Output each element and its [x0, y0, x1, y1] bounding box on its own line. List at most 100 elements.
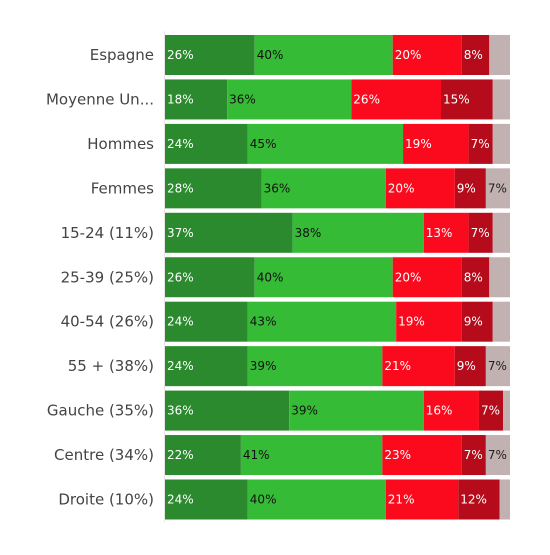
bar-value-label: 16% — [426, 404, 453, 418]
bar-segment — [392, 35, 462, 75]
bar-segment — [458, 479, 500, 520]
category-label: Moyenne Un... — [46, 90, 154, 108]
category-label: 55 + (38%) — [68, 357, 154, 375]
bar-segment — [165, 390, 290, 431]
bar-value-label: 38% — [295, 226, 322, 240]
bar-value-label: 26% — [167, 270, 194, 284]
category-label: Femmes — [91, 179, 154, 197]
category-label: 40-54 (26%) — [61, 313, 154, 331]
bar-value-label: 26% — [353, 92, 380, 106]
bar-value-label: 23% — [384, 448, 411, 462]
bar-value-label: 20% — [395, 48, 422, 62]
bar-value-label: 7% — [471, 226, 490, 240]
bar-segment — [454, 346, 486, 387]
bar-value-label: 40% — [250, 493, 277, 507]
bar-segment — [165, 35, 255, 75]
bar-value-label: 18% — [167, 92, 194, 106]
bar-value-label: 36% — [229, 92, 256, 106]
bar-segment — [499, 479, 510, 520]
bar-segment — [382, 435, 462, 476]
bar-segment — [247, 479, 386, 520]
bar-segment — [489, 35, 510, 75]
bar-segment — [485, 346, 510, 387]
bar-segment — [289, 390, 424, 431]
bar-segment — [165, 123, 248, 164]
bar-segment — [478, 390, 504, 431]
bar-segment — [247, 301, 397, 342]
bar-segment — [165, 346, 248, 387]
bar-value-label: 24% — [167, 493, 194, 507]
category-label: Gauche (35%) — [47, 402, 154, 420]
bar-segment — [165, 479, 248, 520]
bar-segment — [292, 212, 424, 253]
bar-segment — [492, 212, 510, 253]
category-labels: Espagne Moyenne Un... Hommes Femmes 15-24 (1… — [46, 46, 154, 509]
bar-value-label: 7% — [481, 404, 500, 418]
bar-segment — [441, 79, 493, 120]
bar-value-label: 9% — [464, 315, 483, 329]
bar-segment — [503, 390, 510, 431]
bar-segment — [396, 301, 462, 342]
bar-segment — [165, 435, 241, 476]
bar-value-label: 39% — [291, 404, 318, 418]
bar-value-label: 7% — [488, 359, 507, 373]
bar-segment — [382, 346, 455, 387]
bar-value-label: 36% — [264, 181, 291, 195]
bar-value-label: 7% — [471, 137, 490, 151]
bar-value-label: 41% — [243, 448, 270, 462]
bar-segment — [254, 257, 393, 298]
bar-value-label: 12% — [460, 493, 487, 507]
bar-value-label: 28% — [167, 181, 194, 195]
bar-segment — [165, 168, 262, 209]
bar-segment — [261, 168, 386, 209]
bar-segment — [247, 123, 404, 164]
bar-segment — [403, 123, 469, 164]
bar-value-label: 40% — [257, 270, 284, 284]
bar-value-label: 37% — [167, 226, 194, 240]
bar-segment — [492, 123, 510, 164]
bar-value-label: 40% — [257, 48, 284, 62]
bar-segment — [351, 79, 441, 120]
bar-value-label: 15% — [443, 92, 470, 106]
bar-value-label: 26% — [167, 48, 194, 62]
bar-segment — [385, 479, 459, 520]
bar-segment — [485, 435, 510, 476]
bar-value-label: 21% — [384, 359, 411, 373]
bar-segment — [165, 301, 248, 342]
bar-segment — [468, 212, 493, 253]
bar-segment — [392, 257, 462, 298]
bar-segment — [454, 168, 486, 209]
bar-segment — [461, 435, 486, 476]
bar-value-label: 20% — [388, 181, 415, 195]
category-label: Centre (34%) — [54, 446, 154, 464]
bar-value-label: 24% — [167, 137, 194, 151]
bar-segment — [468, 123, 493, 164]
bar-segment — [423, 390, 479, 431]
bar-value-label: 21% — [388, 493, 415, 507]
bar-segment — [423, 212, 469, 253]
bar-value-label: 24% — [167, 315, 194, 329]
bar-segment — [165, 257, 255, 298]
bar-value-label: 39% — [250, 359, 277, 373]
bar-value-label: 7% — [488, 448, 507, 462]
category-label: 25-39 (25%) — [61, 268, 154, 286]
bar-value-label: 8% — [464, 270, 483, 284]
bar-value-label: 45% — [250, 137, 277, 151]
category-label: Hommes — [87, 135, 154, 153]
bar-value-label: 9% — [457, 181, 476, 195]
bar-segment — [461, 257, 490, 298]
bars — [165, 35, 510, 520]
bar-segment — [461, 35, 490, 75]
bar-segment — [254, 35, 393, 75]
bar-segment — [492, 79, 510, 120]
category-label: 15-24 (11%) — [61, 224, 154, 242]
bar-value-label: 8% — [464, 48, 483, 62]
bar-segment — [461, 301, 493, 342]
bar-segment — [385, 168, 455, 209]
bar-value-label: 43% — [250, 315, 277, 329]
bar-segment — [240, 435, 383, 476]
bar-value-label: 22% — [167, 448, 194, 462]
bar-segment — [485, 168, 510, 209]
bar-value-label: 24% — [167, 359, 194, 373]
bar-value-label: 7% — [464, 448, 483, 462]
